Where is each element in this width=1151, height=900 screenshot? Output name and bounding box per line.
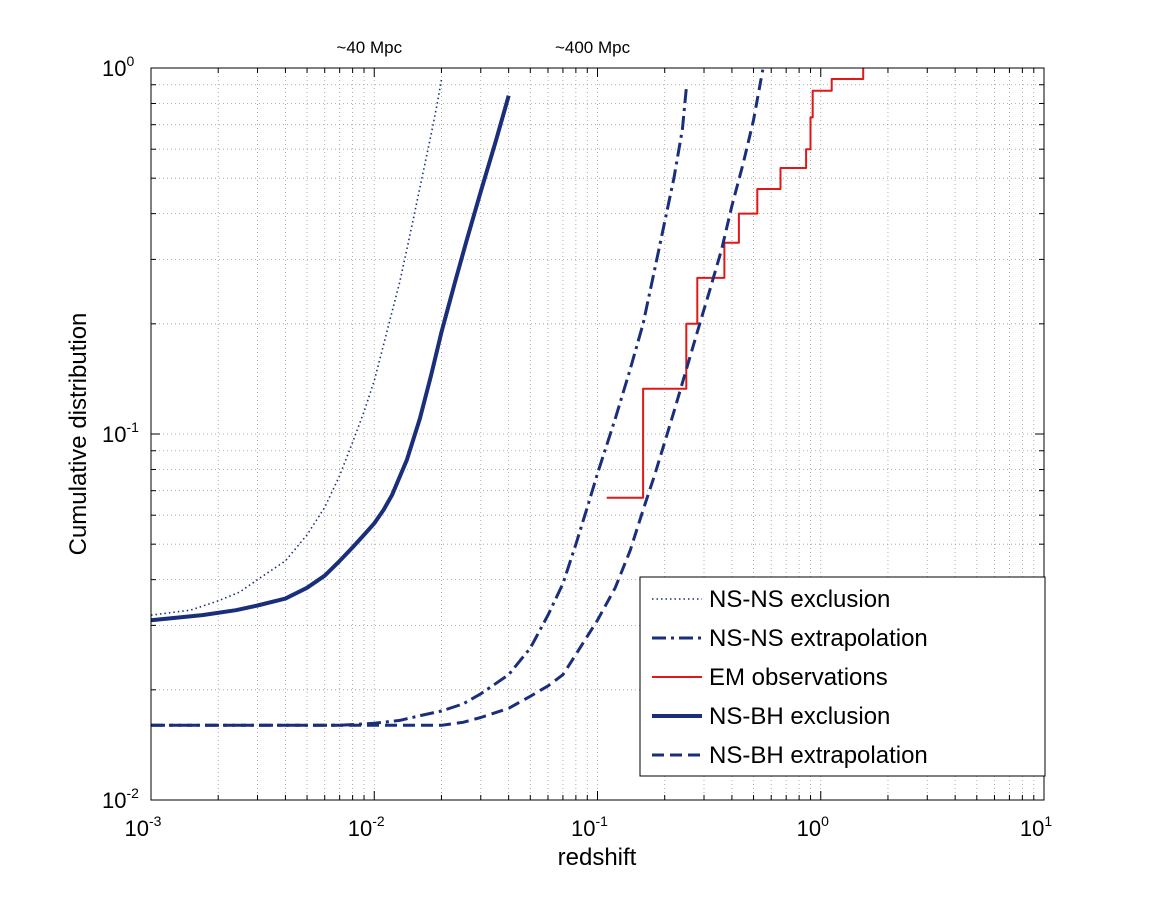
series-ns-ns-extrapolation — [151, 88, 688, 727]
grid — [151, 68, 1044, 800]
distance-annotation: ~400 Mpc — [555, 38, 631, 57]
legend-label: NS-BH extrapolation — [709, 742, 928, 769]
series-ns-bh-exclusion — [150, 95, 511, 623]
y-tick-label: 10-1 — [102, 419, 139, 447]
legend-label: NS-BH exclusion — [709, 703, 890, 730]
x-tick-label: 10-3 — [125, 813, 162, 841]
legend-label: EM observations — [709, 664, 888, 691]
series-layer — [150, 68, 865, 727]
legend: NS-NS exclusion NS-NS extrapolation EM obs… — [639, 576, 1046, 777]
x-tick-label: 101 — [1020, 813, 1052, 841]
x-tick-label: 10-2 — [348, 813, 385, 841]
y-axis-label: Cumulative distribution — [65, 313, 92, 556]
series-ns-bh-extrapolation — [151, 69, 765, 727]
x-tick-label: 100 — [797, 813, 829, 841]
legend-label: NS-NS extrapolation — [709, 625, 928, 652]
distance-annotation: ~40 Mpc — [336, 38, 402, 57]
y-tick-label: 10-2 — [102, 785, 139, 813]
annotations: ~40 Mpc ~400 Mpc — [336, 38, 630, 57]
series-em-observations — [606, 68, 865, 499]
y-tick-label: 100 — [102, 53, 134, 81]
x-tick-label: 10-1 — [571, 813, 608, 841]
x-axis-label: redshift — [558, 844, 637, 871]
legend-label: NS-NS exclusion — [709, 586, 890, 613]
series-ns-ns-exclusion — [150, 79, 443, 616]
legend-box — [639, 576, 1046, 777]
